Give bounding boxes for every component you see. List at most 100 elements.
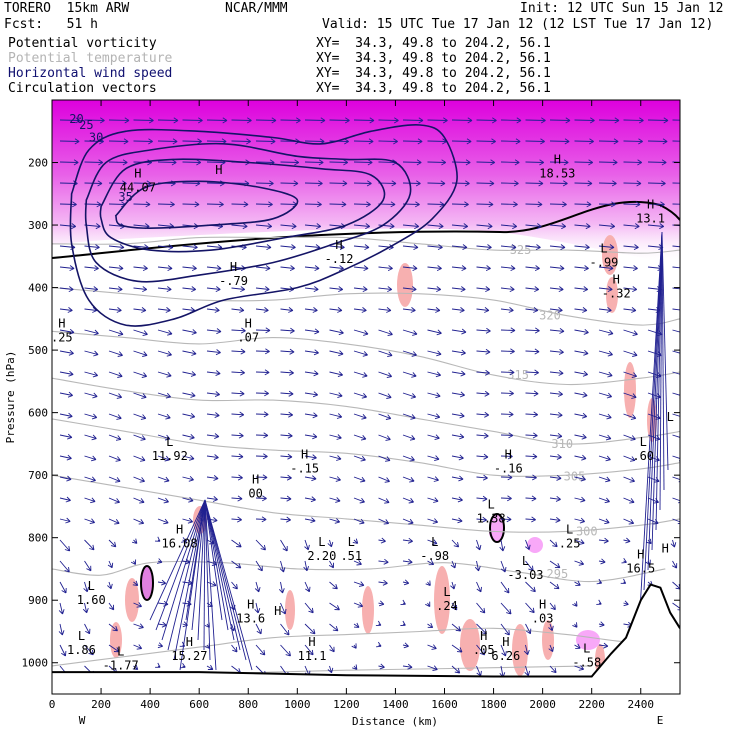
circulation-vector bbox=[280, 390, 294, 397]
extremum-value: 1.86 bbox=[67, 643, 96, 657]
circulation-vector bbox=[476, 244, 492, 251]
circulation-vector bbox=[206, 370, 221, 377]
circulation-vector bbox=[329, 286, 344, 293]
circulation-vector bbox=[598, 138, 619, 145]
circulation-vector bbox=[280, 474, 292, 481]
circulation-vector bbox=[329, 350, 344, 357]
extremum-h: H-.32 bbox=[602, 273, 631, 301]
circulation-vector bbox=[133, 602, 142, 608]
extremum-value: 6.26 bbox=[491, 649, 520, 663]
x-tick-label: 0 bbox=[49, 698, 56, 711]
circulation-vector bbox=[108, 434, 122, 441]
extremum-l: L1.86 bbox=[67, 629, 96, 657]
circulation-vector bbox=[180, 662, 186, 669]
circulation-vector bbox=[206, 328, 222, 335]
circulation-vector bbox=[304, 286, 319, 293]
circulation-vector bbox=[204, 499, 253, 671]
circulation-vector bbox=[59, 286, 74, 293]
circulation-vector bbox=[59, 454, 72, 461]
extremum-letter: H bbox=[554, 153, 561, 167]
circulation-vector bbox=[549, 560, 561, 569]
extremum-letter: H bbox=[502, 635, 509, 649]
circulation-vector bbox=[206, 265, 222, 272]
extremum-value: .03 bbox=[532, 612, 554, 626]
circulation-vector bbox=[280, 495, 292, 502]
circulation-vector bbox=[500, 327, 516, 334]
circulation-vector bbox=[525, 159, 545, 166]
circulation-vector bbox=[280, 602, 287, 615]
circulation-vector bbox=[451, 517, 463, 524]
circulation-vector bbox=[133, 265, 148, 272]
circulation-vector bbox=[427, 371, 442, 378]
circulation-vector bbox=[620, 578, 627, 584]
circulation-vector bbox=[598, 180, 617, 187]
circulation-vector bbox=[623, 307, 637, 313]
circulation-vector bbox=[500, 201, 518, 208]
circulation-vector bbox=[173, 499, 206, 661]
circulation-vector bbox=[231, 560, 242, 569]
extremum-value: 18.53 bbox=[539, 167, 575, 181]
circulation-vector bbox=[108, 476, 121, 483]
circulation-vector bbox=[425, 601, 431, 608]
extremum-letter: L bbox=[640, 435, 647, 449]
extremum-letter: H bbox=[247, 598, 254, 612]
wind-speed-label-30: 30 bbox=[89, 131, 103, 145]
circulation-vector bbox=[549, 370, 564, 376]
x-tick-label: 1600 bbox=[431, 698, 458, 711]
circulation-vector bbox=[525, 453, 538, 460]
circulation-vector bbox=[353, 371, 368, 378]
circulation-vector bbox=[500, 117, 522, 124]
circulation-vector bbox=[451, 307, 465, 313]
circulation-vector bbox=[280, 265, 295, 272]
circulation-vector bbox=[83, 581, 90, 593]
circulation-vector bbox=[353, 350, 368, 357]
circulation-vector bbox=[329, 329, 344, 336]
circulation-vector bbox=[647, 201, 665, 208]
circulation-vector bbox=[402, 138, 423, 145]
circulation-vector bbox=[450, 560, 457, 569]
y-tick-label: 1000 bbox=[22, 657, 49, 670]
circulation-vector bbox=[402, 413, 416, 420]
circulation-vector bbox=[204, 499, 223, 621]
circulation-vector bbox=[378, 600, 385, 607]
circulation-vector bbox=[280, 117, 301, 124]
circulation-vector bbox=[108, 392, 123, 399]
x-tick-label: 600 bbox=[189, 698, 209, 711]
circulation-vector bbox=[304, 307, 318, 313]
circulation-vector bbox=[598, 159, 618, 166]
circulation-vector bbox=[427, 201, 445, 208]
circulation-vector bbox=[525, 474, 537, 481]
circulation-vector bbox=[672, 245, 680, 248]
circulation-vector bbox=[500, 223, 518, 230]
circulation-vector bbox=[402, 558, 413, 565]
circulation-vector bbox=[427, 539, 438, 545]
circulation-vector bbox=[596, 578, 603, 585]
circulation-vector bbox=[402, 455, 415, 462]
circulation-vector bbox=[84, 560, 92, 572]
pv-low-level-maximum-2 bbox=[489, 513, 505, 543]
circulation-vector bbox=[353, 602, 364, 608]
circulation-vector bbox=[304, 391, 318, 398]
circulation-vector bbox=[378, 497, 390, 504]
circulation-vector bbox=[280, 411, 294, 418]
extremum-letter: L bbox=[487, 498, 494, 512]
circulation-vector bbox=[500, 348, 515, 355]
extremum-letter: H bbox=[539, 598, 546, 612]
circulation-vector bbox=[58, 623, 65, 636]
circulation-vector bbox=[476, 369, 490, 376]
extremum-value: .25 bbox=[559, 537, 581, 551]
circulation-vector bbox=[476, 286, 491, 293]
circulation-vector bbox=[647, 159, 667, 166]
circulation-vector bbox=[157, 434, 171, 441]
plot-frame bbox=[51, 99, 681, 695]
circulation-vector bbox=[402, 223, 420, 230]
extremum-h: H00 bbox=[248, 473, 262, 501]
circulation-vector bbox=[476, 495, 488, 502]
circulation-vector bbox=[400, 599, 406, 606]
circulation-vector bbox=[353, 223, 371, 230]
circulation-vector bbox=[574, 665, 585, 671]
circulation-vector bbox=[598, 558, 606, 565]
y-tick-label: 900 bbox=[28, 594, 48, 607]
circulation-vector bbox=[574, 328, 589, 335]
circulation-vector bbox=[59, 644, 67, 657]
